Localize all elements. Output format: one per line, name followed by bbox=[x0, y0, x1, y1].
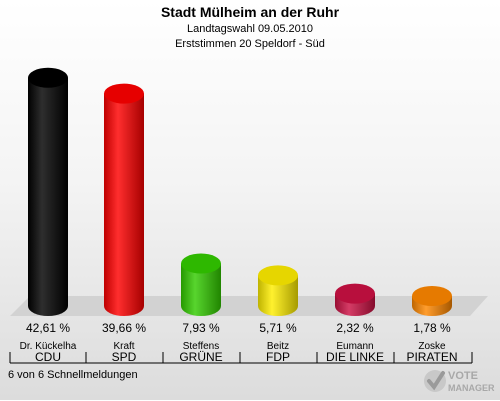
party-label: SPD bbox=[112, 350, 137, 364]
candidate-label: Steffens bbox=[183, 341, 220, 352]
bar-top bbox=[104, 83, 144, 104]
chart-title: Stadt Mülheim an der Ruhr bbox=[160, 4, 340, 20]
status-text: 6 von 6 Schnellmeldungen bbox=[8, 369, 138, 381]
bars-layer bbox=[28, 67, 452, 316]
party-label: FDP bbox=[266, 350, 290, 364]
bar-body bbox=[258, 275, 298, 316]
bar-body bbox=[104, 93, 144, 316]
bar-top bbox=[412, 286, 452, 306]
bar-grüne bbox=[181, 253, 221, 316]
bar-body bbox=[28, 77, 68, 316]
value-label: 42,61 % bbox=[26, 321, 70, 335]
bar-piraten bbox=[412, 286, 452, 316]
bar-cdu bbox=[28, 67, 68, 316]
bar-top bbox=[335, 283, 375, 304]
vote-manager-logo: VOTE MANAGER bbox=[424, 366, 496, 396]
party-label: CDU bbox=[35, 350, 61, 364]
bar-top bbox=[258, 265, 298, 286]
bar-die-linke bbox=[335, 283, 375, 316]
candidate-label: Dr. Kückelha bbox=[20, 341, 77, 352]
value-label: 2,32 % bbox=[336, 321, 374, 335]
candidate-label: Eumann bbox=[336, 341, 373, 352]
party-label: GRÜNE bbox=[179, 350, 222, 364]
value-label: 7,93 % bbox=[182, 321, 220, 335]
logo-word-2: MANAGER bbox=[448, 383, 495, 393]
bar-top bbox=[28, 67, 68, 88]
logo-icon: VOTE MANAGER bbox=[424, 370, 495, 393]
value-label: 39,66 % bbox=[102, 321, 146, 335]
value-label: 5,71 % bbox=[259, 321, 297, 335]
bar-top bbox=[181, 253, 221, 274]
candidate-label: Beitz bbox=[267, 341, 289, 352]
party-label: DIE LINKE bbox=[326, 350, 384, 364]
candidate-label: Kraft bbox=[113, 341, 134, 352]
value-label: 1,78 % bbox=[413, 321, 451, 335]
chart-subtitle: Landtagswahl 09.05.2010 bbox=[187, 23, 313, 35]
logo-word-1: VOTE bbox=[448, 370, 478, 382]
party-label: PIRATEN bbox=[406, 350, 457, 364]
chart-subsubtitle: Erststimmen 20 Speldorf - Süd bbox=[175, 38, 325, 50]
bar-spd bbox=[104, 83, 144, 316]
candidate-label: Zoske bbox=[418, 341, 446, 352]
bar-body bbox=[181, 263, 221, 316]
bar-fdp bbox=[258, 265, 298, 316]
